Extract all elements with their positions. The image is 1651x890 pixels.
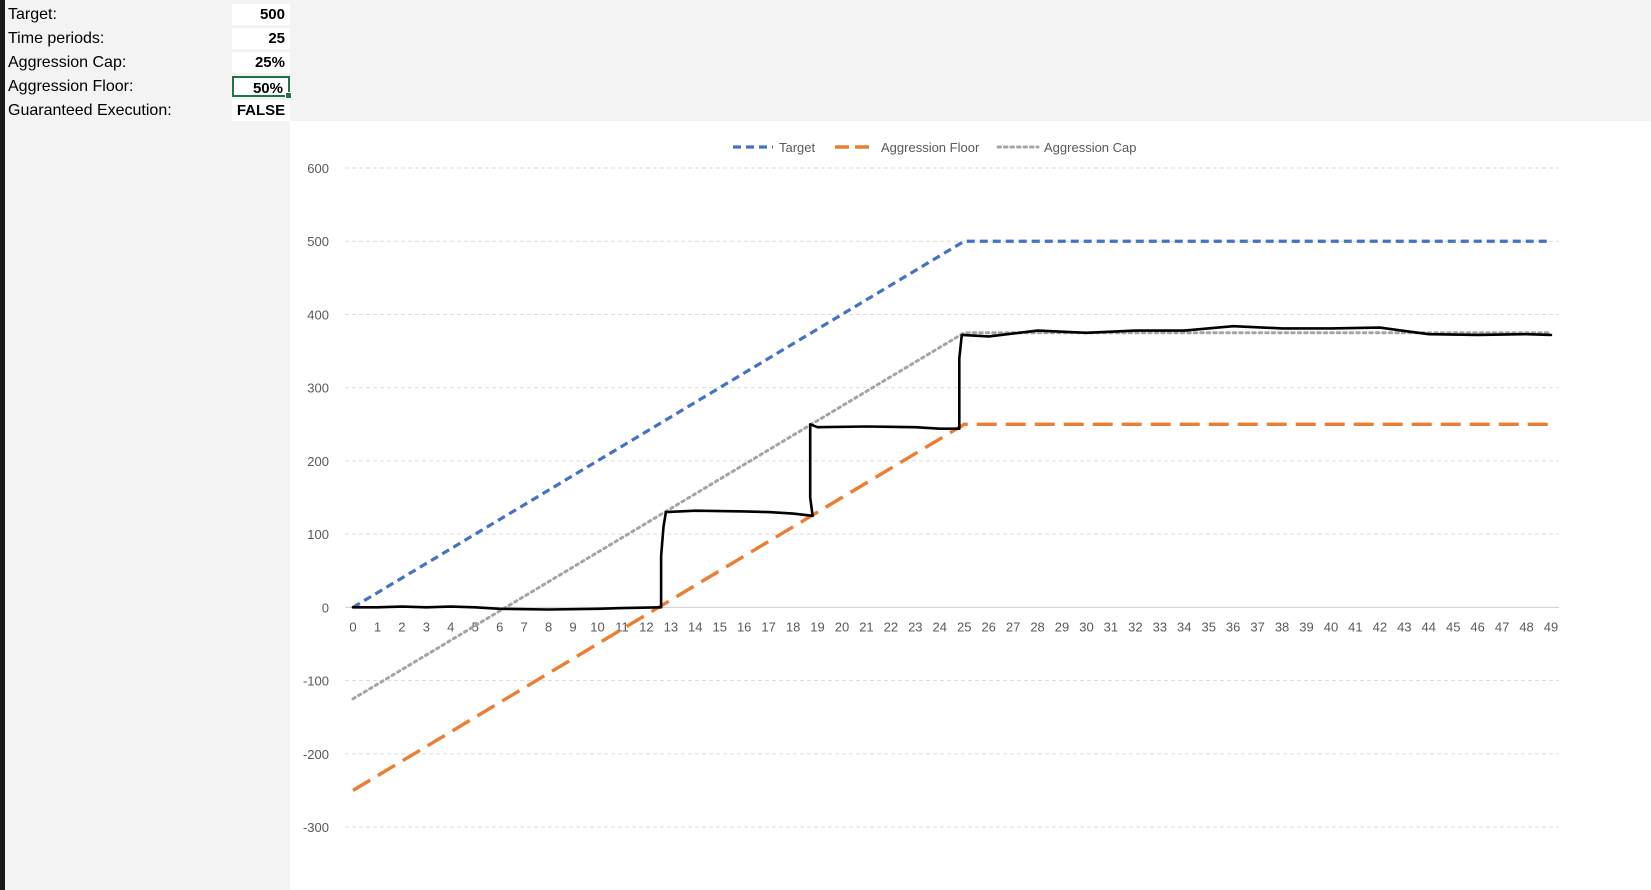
series-line-aggression-floor — [352, 422, 1551, 792]
param-value-target[interactable]: 500 — [232, 4, 290, 25]
param-label-time-periods: Time periods: — [8, 30, 105, 47]
param-label-target: Target: — [8, 6, 57, 23]
x-tick-label: 9 — [569, 619, 576, 634]
param-value-aggression-cap[interactable]: 25% — [232, 52, 290, 73]
param-row-aggression-floor: Aggression Floor: 50% — [6, 75, 296, 99]
y-tick-label: 300 — [307, 381, 329, 396]
param-row-guaranteed-execution: Guaranteed Execution: FALSE — [6, 99, 296, 123]
x-tick-label: 33 — [1153, 619, 1167, 634]
x-tick-label: 10 — [590, 619, 604, 634]
legend-label-target: Target — [779, 140, 816, 155]
x-tick-label: 1 — [374, 619, 381, 634]
y-tick-label: 200 — [307, 454, 329, 469]
y-tick-label: -200 — [303, 747, 329, 762]
x-tick-label: 5 — [472, 619, 479, 634]
y-tick-label: 400 — [307, 307, 329, 322]
x-tick-label: 37 — [1250, 619, 1264, 634]
x-tick-label: 31 — [1104, 619, 1118, 634]
x-tick-label: 3 — [423, 619, 430, 634]
x-tick-label: 43 — [1397, 619, 1411, 634]
y-tick-label: 600 — [307, 161, 329, 176]
chart-area[interactable]: -300 -200 -100 0 100 200 300 400 500 600 0 1 2 3 4 5 6 7 8… — [290, 121, 1651, 890]
param-label-aggression-floor: Aggression Floor: — [8, 78, 134, 95]
parameter-table: Target: 500 Time periods: 25 Aggression … — [6, 3, 296, 123]
x-tick-label: 0 — [349, 619, 356, 634]
x-tick-label: 13 — [664, 619, 678, 634]
legend-label-aggression-cap: Aggression Cap — [1044, 140, 1137, 155]
x-tick-label: 32 — [1128, 619, 1142, 634]
x-tick-label: 29 — [1055, 619, 1069, 634]
x-tick-label: 23 — [908, 619, 922, 634]
y-tick-label: -300 — [303, 820, 329, 835]
x-tick-label: 18 — [786, 619, 800, 634]
x-tick-label: 34 — [1177, 619, 1191, 634]
param-value-guaranteed-execution[interactable]: FALSE — [232, 100, 290, 121]
x-tick-label: 49 — [1544, 619, 1558, 634]
hand-drawn-annotation — [351, 324, 1553, 611]
x-tick-label: 48 — [1519, 619, 1533, 634]
x-tick-label: 30 — [1079, 619, 1093, 634]
x-tick-label: 16 — [737, 619, 751, 634]
x-tick-label: 2 — [398, 619, 405, 634]
x-tick-label: 25 — [957, 619, 971, 634]
x-tick-label: 20 — [835, 619, 849, 634]
x-tick-label: 21 — [859, 619, 873, 634]
legend-label-aggression-floor: Aggression Floor — [881, 140, 980, 155]
x-tick-label: 46 — [1470, 619, 1484, 634]
param-row-aggression-cap: Aggression Cap: 25% — [6, 51, 296, 75]
x-tick-label: 36 — [1226, 619, 1240, 634]
x-tick-label: 35 — [1201, 619, 1215, 634]
x-tick-label: 42 — [1373, 619, 1387, 634]
x-tick-label: 15 — [713, 619, 727, 634]
sheet-left-edge — [0, 0, 5, 890]
x-tick-label: 41 — [1348, 619, 1362, 634]
param-value-aggression-floor[interactable]: 50% — [232, 76, 292, 99]
x-tick-label: 39 — [1299, 619, 1313, 634]
series-line-aggression-cap — [351, 331, 1553, 701]
y-tick-label: 0 — [322, 600, 329, 615]
param-label-aggression-cap: Aggression Cap: — [8, 54, 127, 71]
param-value-time-periods[interactable]: 25 — [232, 28, 290, 49]
x-tick-label: 22 — [884, 619, 898, 634]
x-tick-label: 38 — [1275, 619, 1289, 634]
x-tick-label: 6 — [496, 619, 503, 634]
x-tick-label: 14 — [688, 619, 702, 634]
y-tick-label: 500 — [307, 234, 329, 249]
x-tick-label: 12 — [639, 619, 653, 634]
series-line-target — [352, 239, 1551, 609]
x-tick-label: 4 — [447, 619, 454, 634]
x-tick-label: 47 — [1495, 619, 1509, 634]
x-tick-label: 45 — [1446, 619, 1460, 634]
param-row-time-periods: Time periods: 25 — [6, 27, 296, 51]
y-tick-label: -100 — [303, 674, 329, 689]
x-tick-label: 27 — [1006, 619, 1020, 634]
x-tick-label: 17 — [761, 619, 775, 634]
x-tick-label: 8 — [545, 619, 552, 634]
x-tick-label: 44 — [1422, 619, 1436, 634]
x-tick-label: 40 — [1324, 619, 1338, 634]
x-tick-label: 19 — [810, 619, 824, 634]
x-tick-label: 24 — [933, 619, 947, 634]
y-tick-label: 100 — [307, 527, 329, 542]
x-tick-label: 26 — [981, 619, 995, 634]
param-row-target: Target: 500 — [6, 3, 296, 27]
x-tick-label: 7 — [521, 619, 528, 634]
param-label-guaranteed-execution: Guaranteed Execution: — [8, 102, 172, 119]
x-tick-label: 28 — [1030, 619, 1044, 634]
